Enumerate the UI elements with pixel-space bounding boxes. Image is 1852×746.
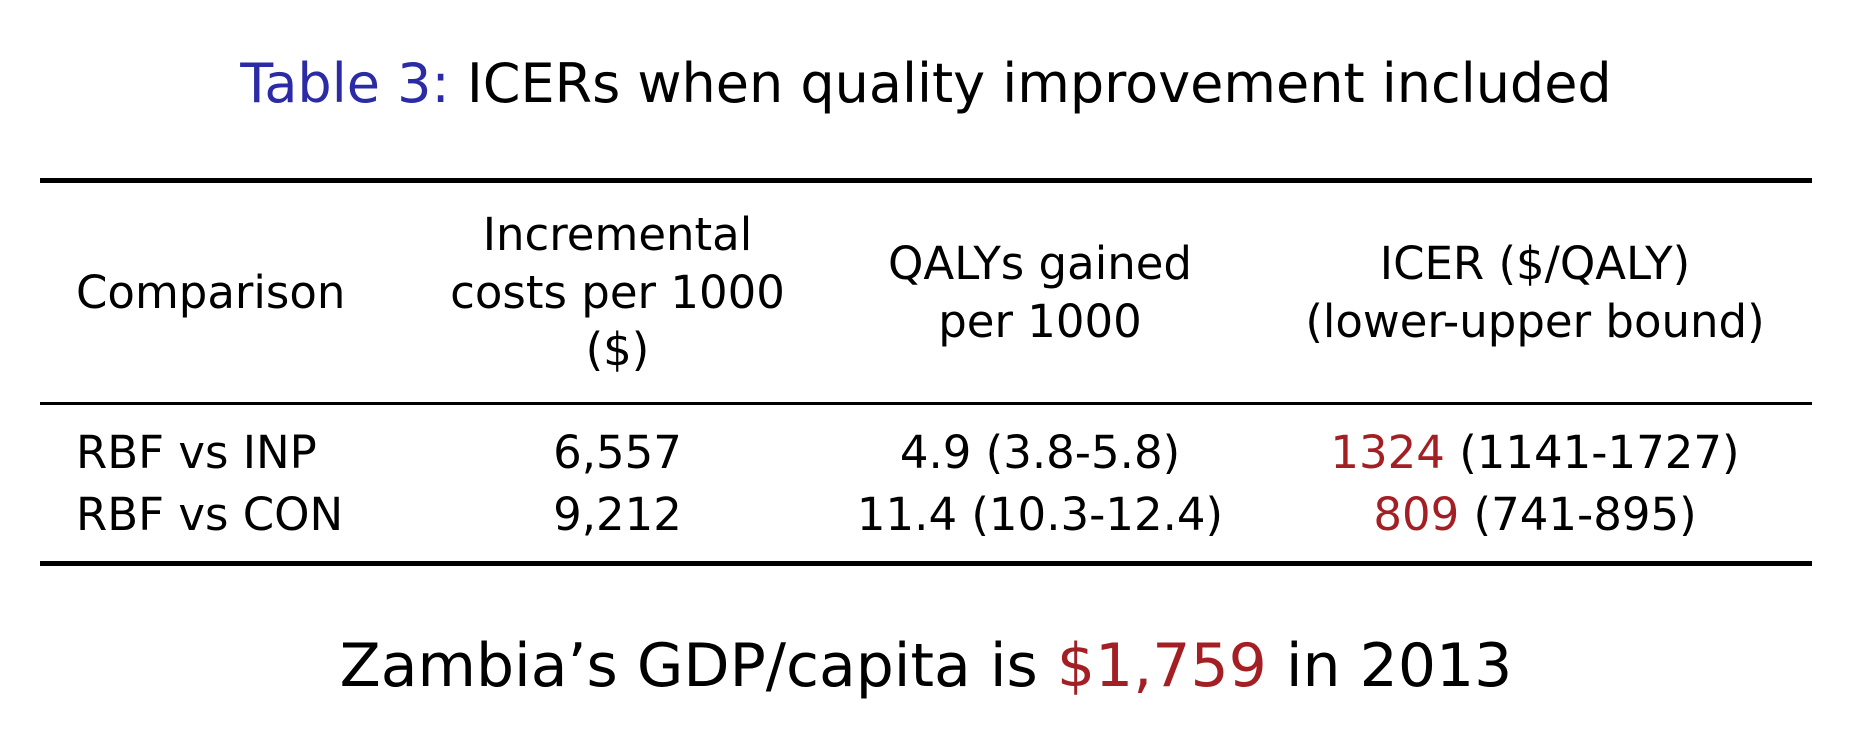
header-incremental-costs: Incremental costs per 1000 ($) <box>420 183 815 402</box>
row-1-incremental-costs: 6,557 <box>553 425 682 479</box>
header-qalys: QALYs gained per 1000 <box>830 183 1250 402</box>
table-caption-text: ICERs when quality improvement included <box>466 52 1612 115</box>
header-comparison: Comparison <box>76 183 406 402</box>
gdp-note-amount: $1,759 <box>1056 631 1267 701</box>
header-icer-line-1: ICER ($/QALY) <box>1379 236 1691 290</box>
row-1-icer: 1324 (1141-1727) <box>1265 422 1805 482</box>
header-incremental-costs-line-1: Incremental <box>482 208 753 262</box>
table-top-rule <box>40 178 1812 183</box>
row-1-icer-value: 1324 <box>1330 425 1445 479</box>
table-header-rule <box>40 402 1812 405</box>
row-1-comparison: RBF vs INP <box>76 425 317 479</box>
table-caption: Table 3: ICERs when quality improvement … <box>0 52 1852 117</box>
row-1-icer-bounds: (1141-1727) <box>1459 425 1740 479</box>
row-2-qalys: 11.4 (10.3-12.4) <box>856 487 1224 541</box>
header-incremental-costs-line-3: ($) <box>585 323 650 377</box>
table-caption-label: Table 3: <box>240 52 450 115</box>
row-1-qalys: 4.9 (3.8-5.8) <box>899 425 1181 479</box>
table-bottom-rule <box>40 561 1812 566</box>
header-icer: ICER ($/QALY) (lower-upper bound) <box>1265 183 1805 402</box>
row-2-incremental-costs: 9,212 <box>553 487 682 541</box>
header-qalys-line-2: per 1000 <box>938 294 1142 348</box>
header-comparison-label: Comparison <box>76 265 346 319</box>
gdp-note-prefix: Zambia’s GDP/capita is <box>339 631 1038 701</box>
gdp-note: Zambia’s GDP/capita is $1,759 in 2013 <box>0 630 1852 702</box>
header-icer-line-2: (lower-upper bound) <box>1305 294 1765 348</box>
row-2-icer: 809 (741-895) <box>1265 484 1805 544</box>
row-2-icer-bounds: (741-895) <box>1473 487 1697 541</box>
header-qalys-line-1: QALYs gained <box>888 236 1192 290</box>
row-2-comparison: RBF vs CON <box>76 487 344 541</box>
gdp-note-suffix: in 2013 <box>1285 631 1513 701</box>
header-incremental-costs-line-2: costs per 1000 <box>450 265 785 319</box>
row-2-icer-value: 809 <box>1373 487 1460 541</box>
